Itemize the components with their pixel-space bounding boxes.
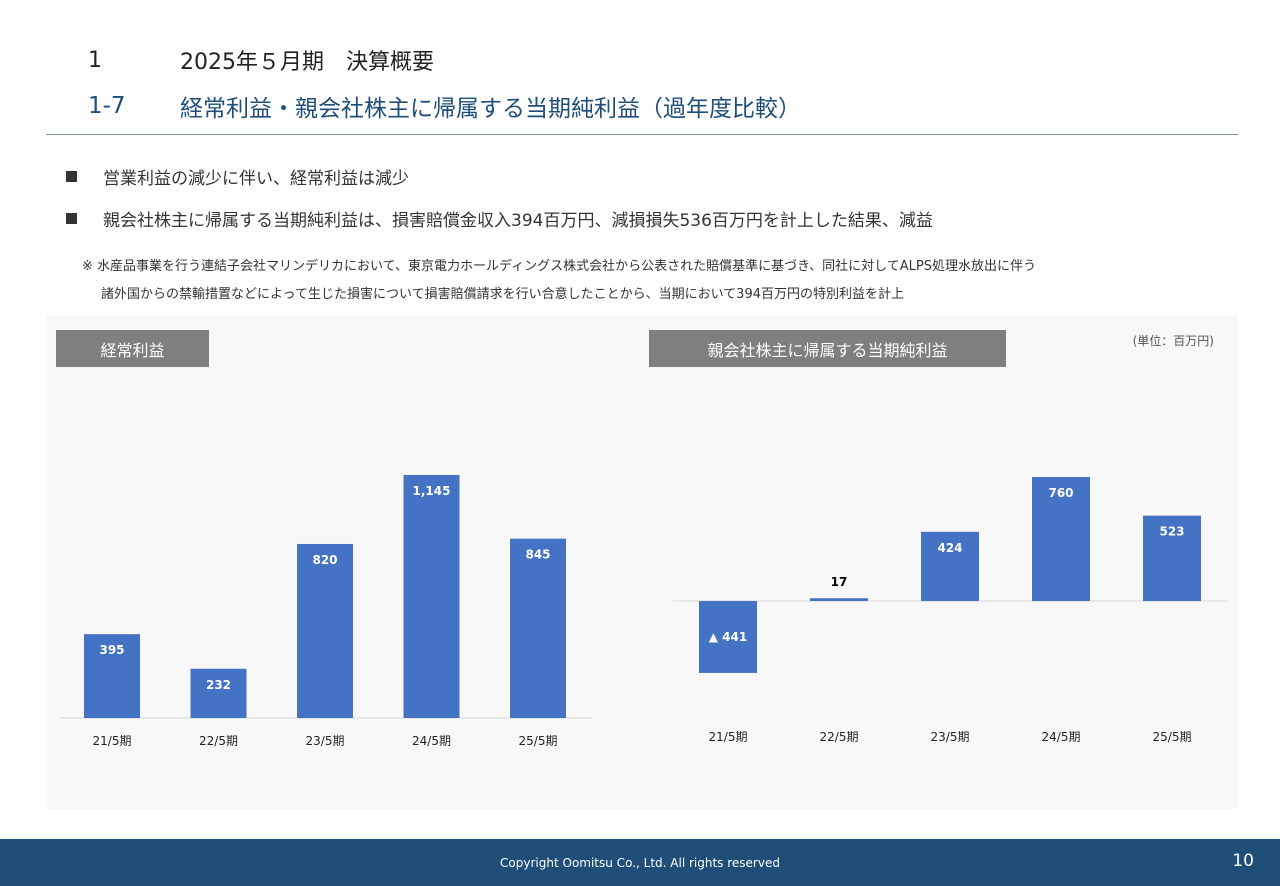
bullet-item: 親会社株主に帰属する当期純利益は、損害賠償金収入394百万円、減損損失536百万…	[66, 206, 933, 231]
data-label: 17	[831, 575, 848, 589]
bar	[810, 598, 868, 601]
bar	[699, 601, 757, 673]
bullet-item: 営業利益の減少に伴い、経常利益は減少	[66, 164, 409, 189]
category-label: 24/5期	[1042, 730, 1081, 744]
data-label: 523	[1159, 525, 1184, 539]
section-heading: 1 2025年５月期 決算概要	[88, 44, 434, 76]
bar	[1143, 515, 1201, 601]
square-bullet-icon	[66, 213, 77, 224]
bar	[510, 538, 566, 718]
header-divider	[46, 134, 1238, 135]
category-label: 21/5期	[93, 734, 132, 748]
data-label: 424	[937, 541, 962, 555]
unit-label: (単位：百万円)	[1132, 334, 1214, 348]
section-title: 2025年５月期 決算概要	[180, 50, 434, 75]
footnote-line-1: ※ 水産品事業を行う連結子会社マリンデリカにおいて、東京電力ホールディングス株式…	[82, 259, 1037, 274]
net-income-chart: ▲ 441 21/5期 17 22/5期 424 23/5期 760 24/5期 523 25/5…	[673, 477, 1227, 744]
bar	[84, 634, 140, 718]
category-label: 25/5期	[519, 734, 558, 748]
category-label: 22/5期	[820, 730, 859, 744]
bar	[297, 543, 353, 718]
data-label: 232	[206, 678, 231, 692]
data-label: ▲ 441	[709, 630, 747, 644]
data-label: 1,145	[413, 484, 451, 498]
category-label: 25/5期	[1153, 730, 1192, 744]
category-label: 21/5期	[709, 730, 748, 744]
bullet-text: 営業利益の減少に伴い、経常利益は減少	[103, 169, 409, 189]
page-number: 10	[1232, 851, 1254, 871]
footer-bar: Copyright Oomitsu Co., Ltd. All rights r…	[0, 839, 1280, 886]
bar	[403, 475, 460, 718]
bar	[1032, 477, 1090, 601]
chart-title-ordinary-profit: 経常利益	[56, 330, 209, 367]
bar	[190, 668, 247, 718]
ordinary-profit-chart: 395 21/5期 232 22/5期 820 23/5期 1,145 24/5期 845 25/…	[60, 475, 592, 748]
page-heading: 1-7 経常利益・親会社株主に帰属する当期純利益（過年度比較）	[88, 89, 801, 123]
footnote-line-2: 諸外国からの禁輸措置などによって生じた損害について損害賠償請求を行い合意したこと…	[101, 287, 904, 302]
bullet-text: 親会社株主に帰属する当期純利益は、損害賠償金収入394百万円、減損損失536百万…	[103, 211, 933, 231]
data-label: 395	[99, 643, 124, 657]
category-label: 22/5期	[199, 734, 238, 748]
category-label: 23/5期	[306, 734, 345, 748]
chart-title-net-income: 親会社株主に帰属する当期純利益	[649, 330, 1006, 367]
page-title: 経常利益・親会社株主に帰属する当期純利益（過年度比較）	[180, 96, 801, 122]
category-label: 23/5期	[931, 730, 970, 744]
bar	[921, 531, 979, 601]
data-label: 845	[525, 548, 550, 562]
data-label: 760	[1048, 486, 1073, 500]
section-number: 1	[88, 47, 102, 73]
subsection-number: 1-7	[88, 93, 126, 119]
square-bullet-icon	[66, 171, 77, 182]
category-label: 24/5期	[412, 734, 451, 748]
copyright-text: Copyright Oomitsu Co., Ltd. All rights r…	[500, 855, 780, 870]
data-label: 820	[312, 553, 337, 567]
